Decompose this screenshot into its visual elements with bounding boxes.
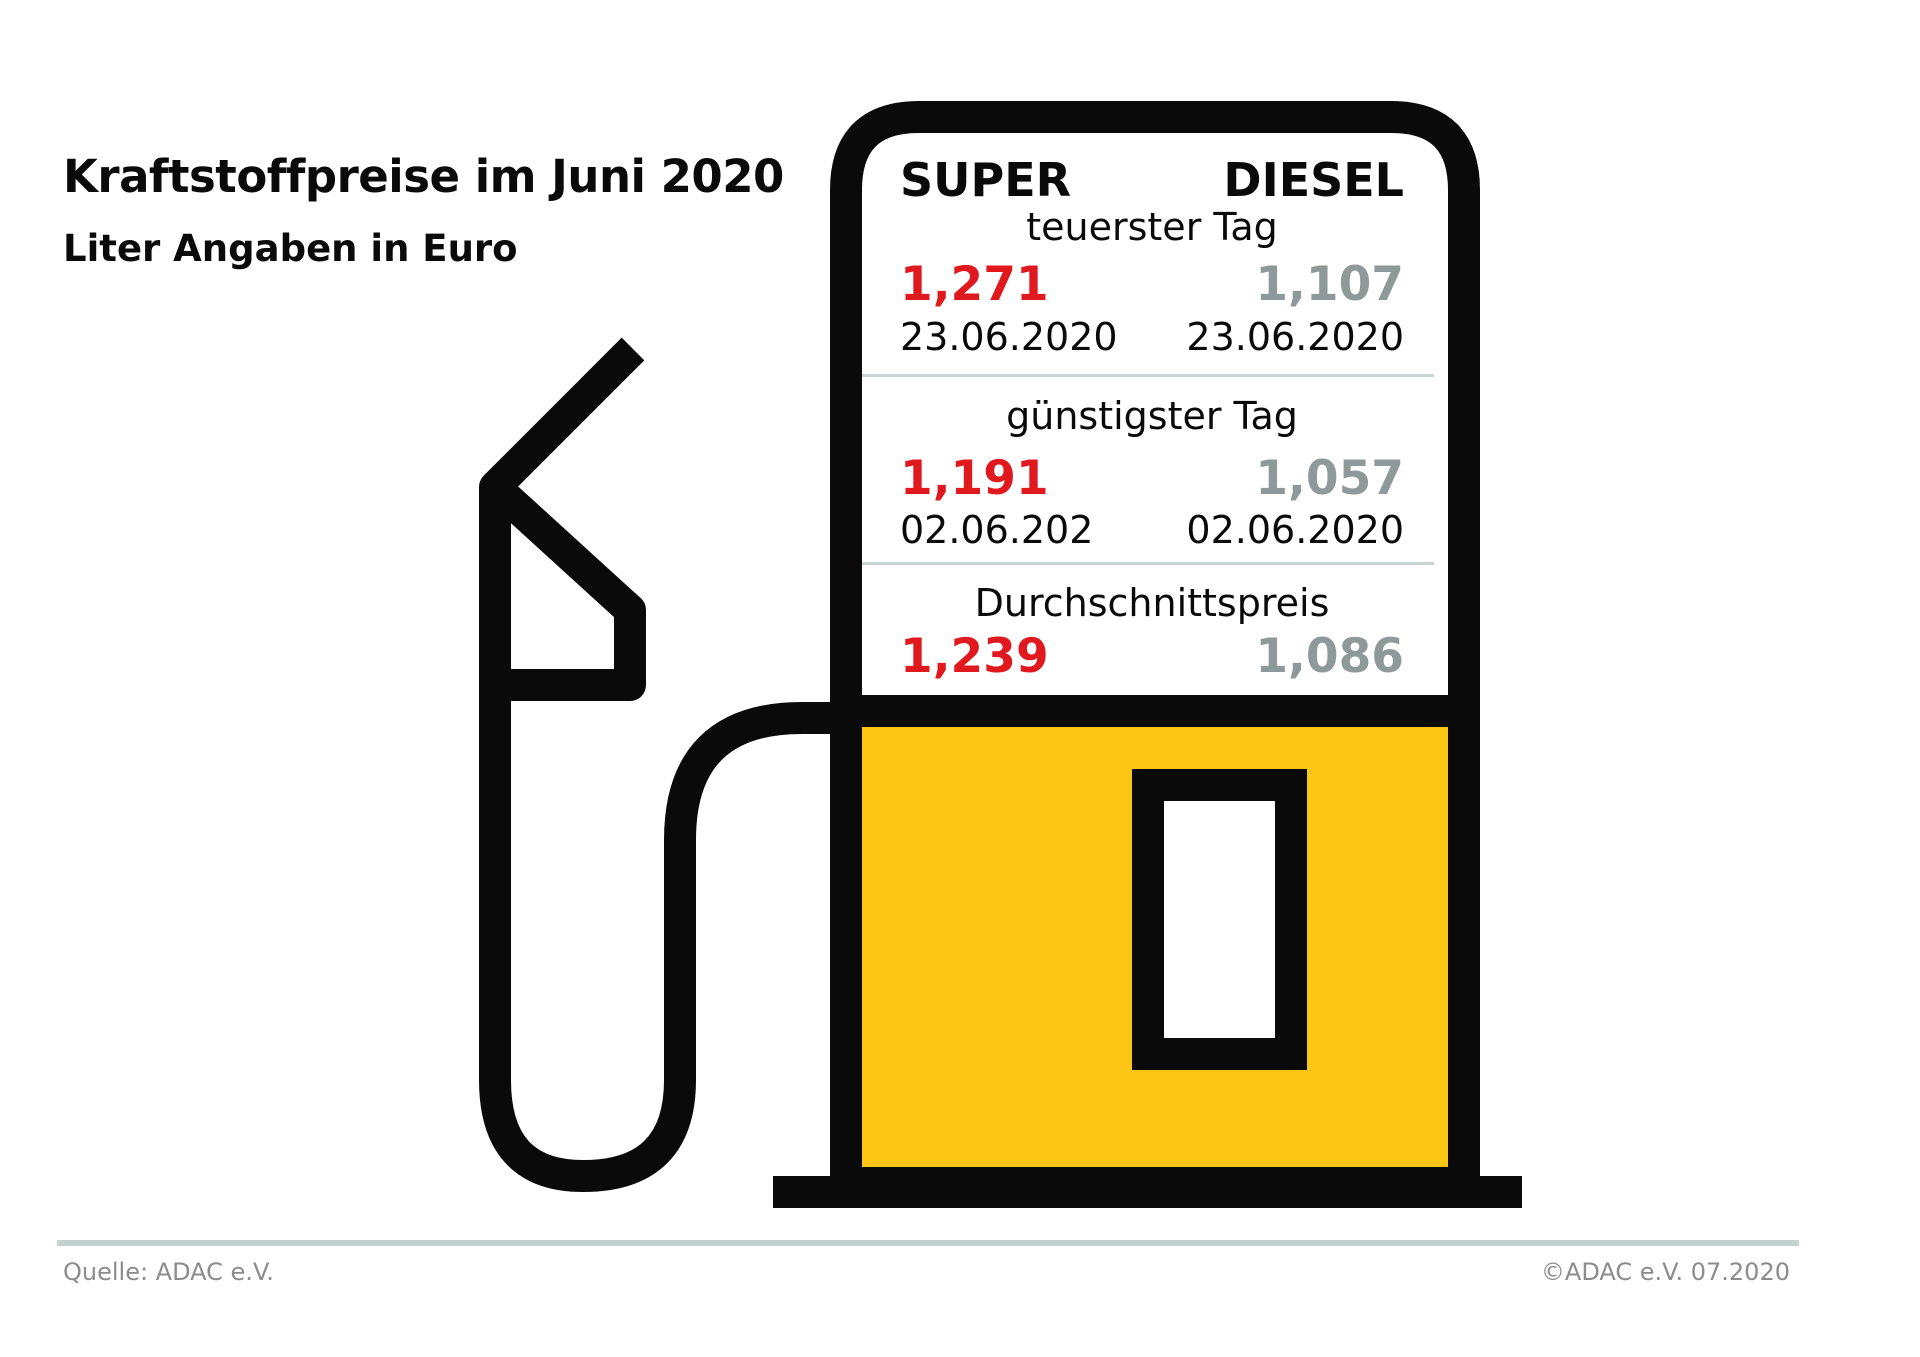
diesel-price: 1,107 <box>1255 257 1404 312</box>
fuel-nozzle-icon <box>479 337 646 701</box>
fuel-hose <box>479 685 830 1192</box>
column-headers: SUPER DIESEL <box>900 155 1404 205</box>
pump-window <box>1132 769 1307 1070</box>
super-price: 1,271 <box>900 257 1049 312</box>
diesel-date: 02.06.2020 <box>1186 508 1404 552</box>
section-divider <box>862 562 1434 565</box>
footer-divider <box>57 1240 1799 1246</box>
section-divider <box>862 374 1434 377</box>
diesel-date: 23.06.2020 <box>1186 315 1404 359</box>
section-label-average: Durchschnittspreis <box>974 581 1330 625</box>
column-header-diesel: DIESEL <box>1223 153 1404 207</box>
date-row: 02.06.202 02.06.2020 <box>900 508 1404 552</box>
super-price: 1,191 <box>900 451 1049 506</box>
price-row: 1,271 1,107 <box>900 259 1404 311</box>
super-date: 02.06.202 <box>900 508 1094 552</box>
column-header-super: SUPER <box>900 153 1072 207</box>
diesel-price: 1,057 <box>1255 451 1404 506</box>
super-price: 1,239 <box>900 629 1049 684</box>
price-board: SUPER DIESEL teuerster Tag 1,271 1,107 2… <box>862 135 1434 690</box>
section-label-cheapest: günstigster Tag <box>1006 394 1298 438</box>
price-row: 1,191 1,057 <box>900 453 1404 505</box>
page-subtitle: Liter Angaben in Euro <box>63 227 518 270</box>
source-note: Quelle: ADAC e.V. <box>63 1258 274 1286</box>
price-row: 1,239 1,086 <box>900 631 1404 683</box>
diesel-price: 1,086 <box>1255 629 1404 684</box>
page-title: Kraftstoffpreise im Juni 2020 <box>63 150 784 203</box>
copyright-note: ©ADAC e.V. 07.2020 <box>1540 1258 1790 1286</box>
section-label-most-expensive: teuerster Tag <box>1026 205 1278 249</box>
super-date: 23.06.2020 <box>900 315 1118 359</box>
date-row: 23.06.2020 23.06.2020 <box>900 315 1404 359</box>
